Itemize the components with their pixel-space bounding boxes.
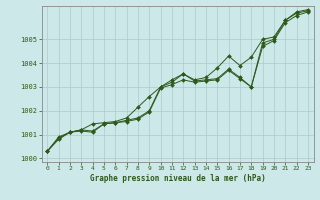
X-axis label: Graphe pression niveau de la mer (hPa): Graphe pression niveau de la mer (hPa) <box>90 174 266 183</box>
